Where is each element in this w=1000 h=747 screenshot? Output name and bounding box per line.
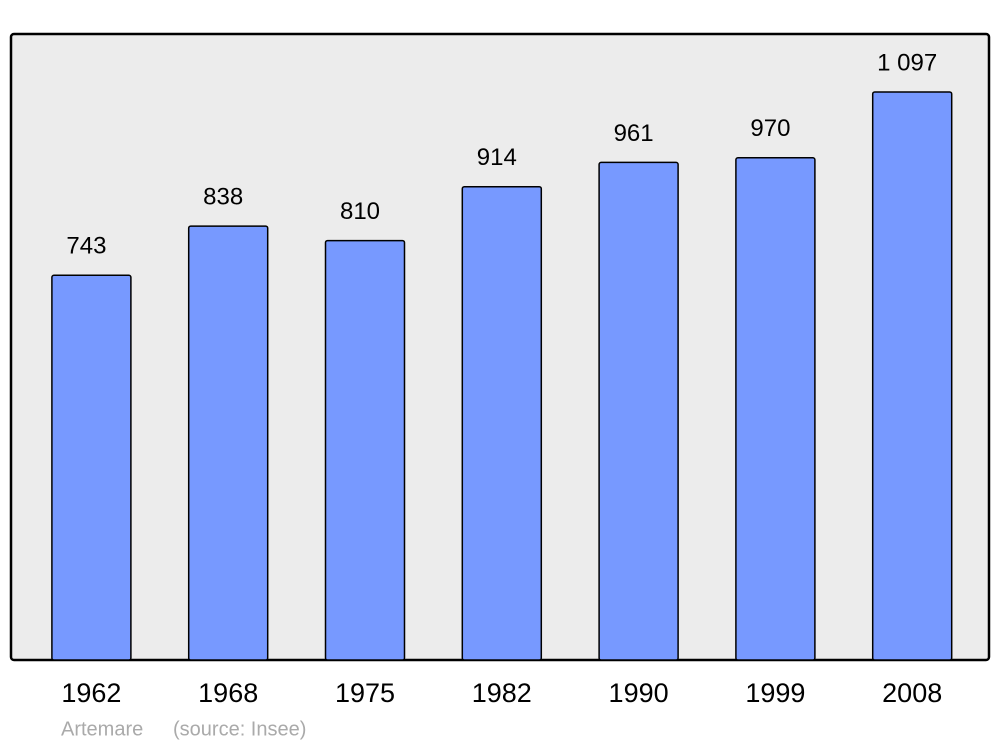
value-label: 970	[750, 115, 790, 142]
source-note: (source: Insee)	[173, 718, 306, 740]
value-label: 743	[66, 233, 106, 260]
bar	[187, 225, 269, 661]
value-label: 810	[340, 198, 380, 225]
bar	[735, 157, 816, 661]
x-tick-label: 2008	[882, 678, 942, 708]
x-tick-label: 1962	[61, 678, 121, 708]
bar	[871, 91, 953, 661]
value-label: 961	[614, 120, 654, 147]
chart-title: Artemare	[61, 718, 143, 740]
x-tick-label: 1975	[335, 678, 395, 708]
x-tick-label: 1999	[745, 678, 805, 708]
x-tick-label: 1982	[472, 678, 532, 708]
value-label: 838	[203, 183, 243, 210]
x-tick-label: 1990	[609, 678, 669, 708]
x-tick-label: 1968	[198, 678, 258, 708]
bar	[51, 274, 132, 661]
bar	[324, 239, 406, 661]
bar	[461, 186, 543, 661]
bar	[598, 161, 679, 661]
value-label: 1 097	[877, 49, 937, 76]
value-label: 914	[477, 144, 517, 171]
